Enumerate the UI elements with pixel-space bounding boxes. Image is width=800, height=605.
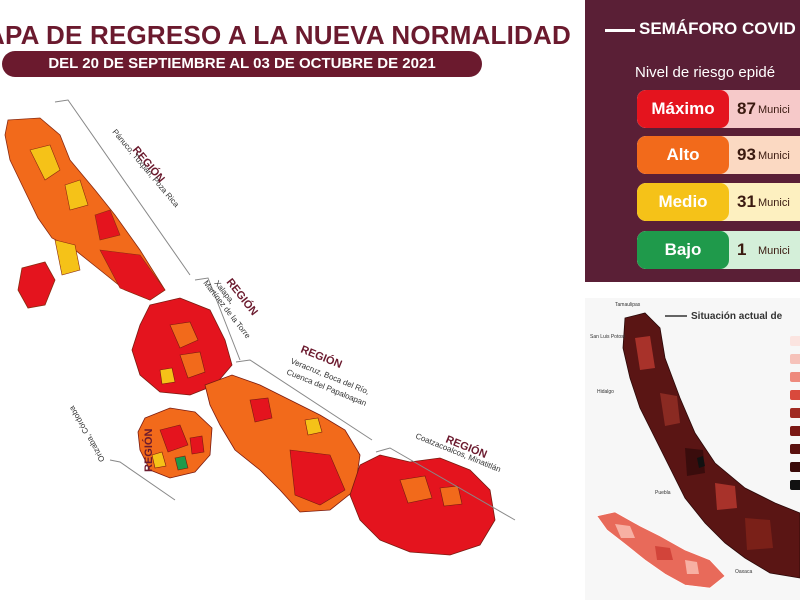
region-label-5: REGIÓN	[142, 429, 155, 472]
semaforo-panel: SEMÁFORO COVID Nivel de riesgo epidé Máx…	[585, 0, 800, 282]
risk-row-alto: Alto 93 Munici	[637, 136, 800, 174]
situacion-map-graphic: Situación actual de Tamaulipas San Luis …	[590, 302, 800, 589]
risk-count-maximo: 87	[737, 99, 756, 118]
semaforo-header: SEMÁFORO COVID	[585, 0, 800, 60]
risk-label-bajo: Bajo	[637, 231, 729, 269]
situacion-actual-map: Situación actual de Tamaulipas San Luis …	[585, 298, 800, 600]
place-tamaulipas: Tamaulipas	[615, 302, 641, 308]
semaforo-subtitle: Nivel de riesgo epidé	[635, 64, 776, 81]
risk-label-maximo: Máximo	[637, 90, 729, 128]
risk-unit-maximo: Munici	[758, 104, 790, 116]
risk-count-medio: 31	[737, 192, 756, 211]
place-slp: San Luis Potosí	[590, 334, 626, 340]
risk-label-alto: Alto	[637, 136, 729, 174]
place-hidalgo: Hidalgo	[597, 389, 614, 395]
semaforo-title: SEMÁFORO COVID	[639, 19, 796, 38]
risk-unit-medio: Munici	[758, 197, 790, 209]
risk-label-medio: Medio	[637, 183, 729, 221]
title-rule	[605, 29, 635, 32]
region-name-1: Pánuco, Tuxpan, Poza Rica	[110, 128, 181, 210]
date-range-badge: DEL 20 DE SEPTIEMBRE AL 03 DE OCTUBRE DE…	[2, 51, 482, 77]
situacion-title: Situación actual de	[691, 311, 783, 322]
region-coatzacoalcos	[349, 454, 496, 556]
risk-unit-alto: Munici	[758, 150, 790, 162]
region-name-5: Orizaba, Córdoba	[67, 404, 107, 464]
risk-row-bajo: Bajo 1 Munici	[637, 231, 800, 269]
map-title: APA DE REGRESO A LA NUEVA NORMALIDAD	[0, 20, 571, 50]
risk-count-bajo: 1	[737, 240, 747, 259]
place-puebla: Puebla	[655, 490, 671, 496]
risk-row-medio: Medio 31 Munici	[637, 183, 800, 221]
place-oaxaca: Oaxaca	[735, 569, 752, 575]
risk-row-maximo: Máximo 87 Munici	[637, 90, 800, 128]
veracruz-regions-map: REGIÓN Pánuco, Tuxpan, Poza Rica REGIÓN …	[4, 99, 516, 556]
risk-count-alto: 93	[737, 145, 756, 164]
risk-unit-bajo: Munici	[758, 245, 790, 257]
